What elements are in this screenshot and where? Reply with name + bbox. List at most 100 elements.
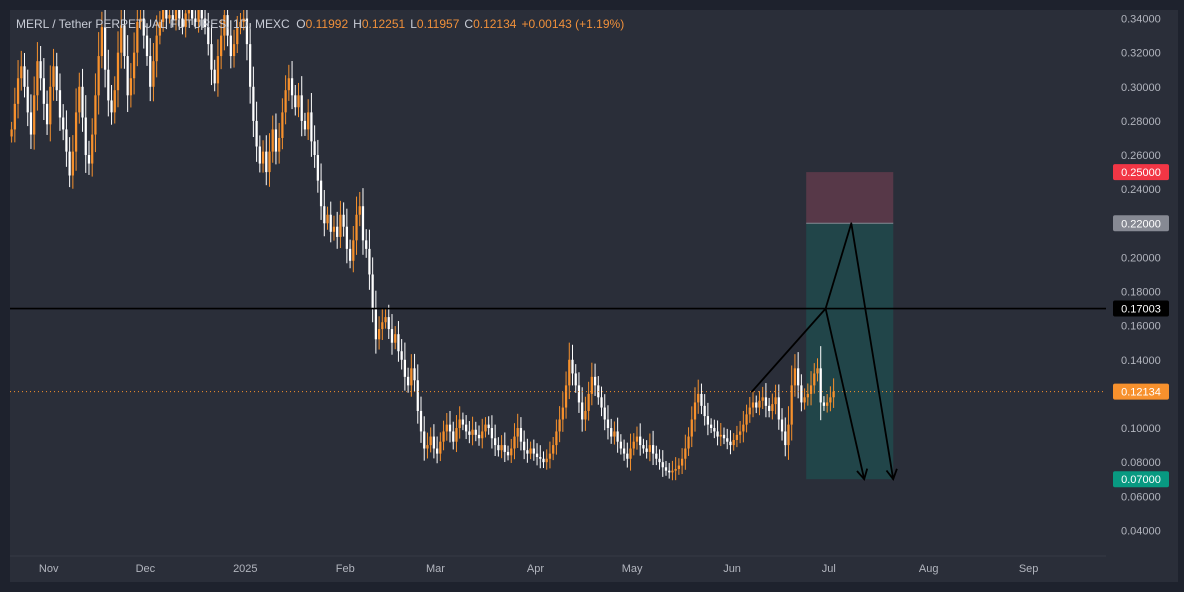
candle-body [610, 428, 613, 437]
drawings[interactable] [10, 222, 1106, 482]
time-axis-labels: Nov Dec 2025 Feb Mar Apr May Jun Jul Aug Sep [39, 563, 1039, 575]
candle [581, 387, 584, 432]
candle [461, 412, 465, 431]
candle-body [693, 402, 697, 420]
candle-body [600, 397, 603, 408]
candle-body [771, 404, 774, 411]
projection-path-main[interactable] [750, 222, 895, 480]
candle-body [249, 44, 252, 87]
candle-body [674, 468, 677, 471]
candle-body [113, 90, 116, 113]
candle-body [539, 457, 542, 459]
candle [397, 321, 400, 362]
candle [278, 122, 281, 164]
candle-body [477, 434, 481, 439]
candle-body [706, 416, 710, 425]
candle-body [136, 21, 139, 53]
candle [197, 10, 200, 33]
candle [606, 405, 610, 440]
candle-body [23, 66, 26, 87]
candle-body [300, 95, 303, 121]
candle-body [832, 391, 835, 398]
candle-body [152, 61, 155, 87]
candle-body [645, 448, 648, 452]
candle [329, 201, 332, 243]
y-tick-label: 0.32000 [1121, 48, 1161, 60]
candle [245, 10, 249, 61]
candle [223, 10, 226, 51]
candle [587, 381, 590, 421]
candle-body [584, 410, 587, 420]
position-tool[interactable] [806, 172, 894, 480]
candle [793, 354, 797, 397]
candle-body [232, 44, 236, 57]
x-tick-label: Apr [527, 563, 544, 575]
candle [523, 430, 526, 460]
candle-body [732, 439, 735, 446]
candle-body [813, 373, 816, 386]
candle [477, 425, 481, 446]
candle [220, 19, 223, 70]
candle [452, 421, 455, 450]
candle-body [20, 66, 23, 79]
candle [319, 163, 323, 220]
symbol-title: MERL / Tether PERPETUAL FUTURES, 1D, MEX… [16, 17, 290, 31]
candle-body [642, 445, 645, 449]
candle [45, 90, 49, 135]
candle-body [387, 317, 390, 330]
candle [123, 10, 126, 69]
candle-body [84, 117, 87, 156]
candle [658, 449, 661, 470]
candle [703, 394, 706, 426]
candle [829, 386, 832, 412]
candle-body [116, 52, 120, 91]
candle-body [561, 407, 564, 420]
candle-body [716, 431, 719, 437]
candle-body [474, 429, 477, 435]
candle-body [545, 458, 548, 463]
candle [410, 354, 413, 397]
candle-body [780, 419, 784, 432]
candle-body [745, 414, 748, 425]
candle-body [381, 322, 384, 330]
candle [455, 415, 458, 453]
candle-body [523, 441, 526, 451]
target-price-badge-bg [1113, 471, 1169, 488]
candle [645, 440, 648, 459]
candle-body [703, 405, 706, 417]
candle [742, 410, 745, 443]
candle-body [413, 368, 416, 381]
plot-pane[interactable] [10, 10, 1106, 582]
candle [726, 428, 729, 450]
candle [374, 290, 377, 354]
candle [332, 215, 336, 241]
stop-loss-zone[interactable] [806, 172, 894, 224]
candle-body [410, 368, 413, 386]
entry-price-badge: 0.22000 [1113, 215, 1169, 232]
take-profit-zone[interactable] [806, 223, 894, 480]
candle-body [829, 397, 832, 403]
candle [142, 10, 145, 49]
entry-price-badge-text: 0.22000 [1121, 218, 1161, 230]
candle-body [278, 137, 281, 152]
candle [816, 358, 819, 382]
x-tick-label: Nov [39, 563, 59, 575]
candle-body [139, 18, 142, 22]
projection-path-branch[interactable] [824, 308, 866, 480]
candle-body [394, 334, 397, 343]
candle-body [352, 240, 355, 261]
close-value: 0.12134 [473, 17, 517, 31]
candle-body [91, 134, 94, 164]
candle [97, 32, 100, 115]
candle [697, 379, 700, 414]
candle-body [303, 120, 307, 130]
candle-body [261, 151, 265, 164]
candle [120, 10, 123, 69]
candle-body [439, 441, 442, 454]
candle-body [755, 402, 758, 408]
candle-body [490, 428, 494, 439]
candle [71, 135, 74, 189]
candle [255, 101, 258, 162]
